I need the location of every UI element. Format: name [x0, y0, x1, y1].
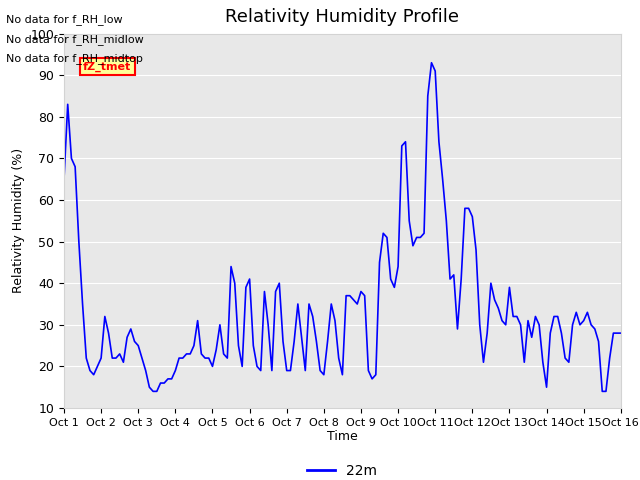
Legend: 22m: 22m: [302, 458, 383, 480]
Text: No data for f_RH_midtop: No data for f_RH_midtop: [6, 53, 143, 64]
Text: No data for f_RH_midlow: No data for f_RH_midlow: [6, 34, 144, 45]
Text: fZ_tmet: fZ_tmet: [83, 61, 131, 72]
Title: Relativity Humidity Profile: Relativity Humidity Profile: [225, 9, 460, 26]
Text: No data for f_RH_low: No data for f_RH_low: [6, 14, 123, 25]
Y-axis label: Relativity Humidity (%): Relativity Humidity (%): [12, 148, 25, 293]
X-axis label: Time: Time: [327, 431, 358, 444]
